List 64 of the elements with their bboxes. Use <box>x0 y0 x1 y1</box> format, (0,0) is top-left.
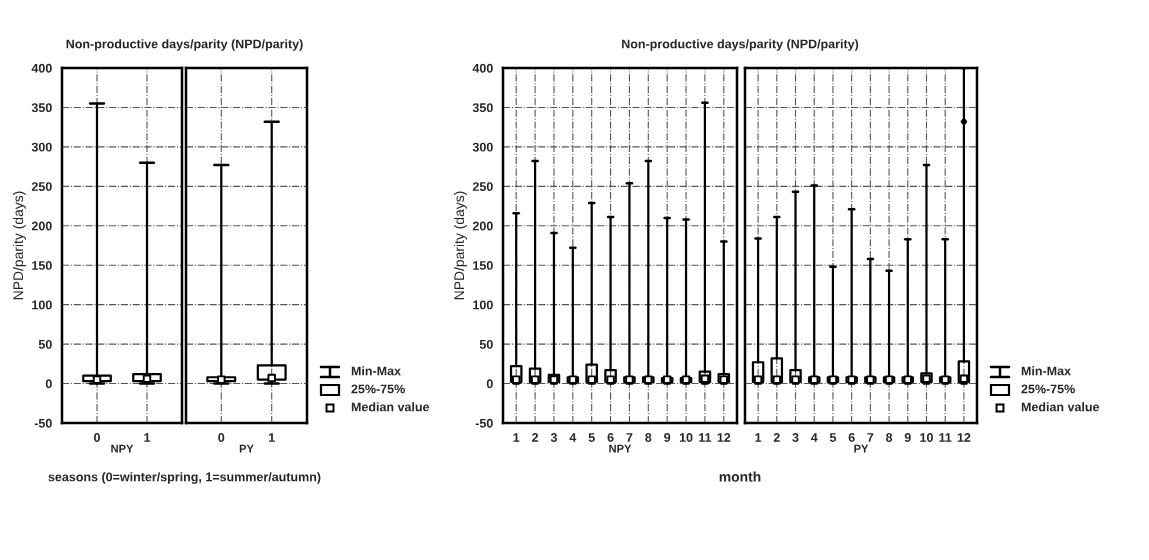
text: month <box>719 471 761 482</box>
x-tick-label: 1 <box>269 433 275 442</box>
x-tick-label: 5 <box>829 433 837 442</box>
x-tick-label: 0 <box>94 433 100 442</box>
y-tick-label: 150 <box>32 261 52 270</box>
x-axis-title: NPY <box>111 444 134 453</box>
y-tick-label: 400 <box>31 63 52 73</box>
x-axis-title: NPY <box>609 444 632 453</box>
y-tick-label: 300 <box>31 142 52 152</box>
x-tick-label: 8 <box>645 433 652 442</box>
y-tick-label: 50 <box>479 339 493 349</box>
y-tick-label: 50 <box>38 339 52 349</box>
x-tick-label: 3 <box>550 433 557 442</box>
y-tick-label: 100 <box>32 300 52 310</box>
x-tick-label: 12 <box>717 433 731 442</box>
text: seasons (0=winter/spring, 1=summer/autumn) <box>48 472 321 484</box>
y-tick-label: 350 <box>472 103 493 113</box>
x-tick-label: 11 <box>699 433 712 442</box>
x-tick-label: 3 <box>792 433 799 442</box>
y-tick-label: 0 <box>486 379 493 389</box>
x-tick-label: 9 <box>664 433 671 442</box>
y-axis-title: NPD/parity (days) <box>12 191 26 300</box>
x-tick-label: 2 <box>773 433 780 442</box>
y-tick-label: 200 <box>31 221 52 231</box>
y-tick-label: -50 <box>475 418 493 428</box>
x-tick-label: 1 <box>513 433 520 442</box>
y-tick-label: 250 <box>472 182 493 191</box>
chart-title: Non-productive days/parity (NPD/parity) <box>66 39 303 51</box>
y-axis-title: NPD/parity (days) <box>453 191 467 300</box>
x-tick-label: 5 <box>588 433 595 442</box>
x-tick-label: 7 <box>867 433 874 442</box>
x-tick-label: 10 <box>679 433 693 442</box>
x-tick-label: 12 <box>957 433 971 442</box>
text: 25%-75% <box>1021 384 1075 394</box>
x-tick-label: 1 <box>755 433 762 442</box>
chart-title: Non-productive days/parity (NPD/parity) <box>622 39 859 51</box>
y-tick-label: 300 <box>472 142 493 152</box>
x-tick-label: 2 <box>532 433 539 442</box>
x-axis-title: PY <box>239 444 254 453</box>
x-tick-label: 1 <box>144 433 151 442</box>
y-tick-label: 100 <box>473 300 493 310</box>
x-tick-label: 10 <box>920 433 933 442</box>
y-tick-label: 250 <box>31 182 52 191</box>
y-tick-label: 200 <box>472 221 493 231</box>
x-axis-title: PY <box>854 444 869 453</box>
x-tick-label: 0 <box>218 433 225 442</box>
y-tick-label: 150 <box>473 261 493 270</box>
x-tick-label: 6 <box>848 433 855 442</box>
y-tick-label: 400 <box>472 63 493 73</box>
text: 25%-75% <box>351 384 405 394</box>
text: Min-Max <box>351 366 401 376</box>
x-tick-label: 6 <box>607 433 614 442</box>
text: Median value <box>351 402 430 412</box>
x-tick-label: 8 <box>885 433 893 442</box>
x-tick-label: 9 <box>904 433 911 442</box>
x-tick-label: 7 <box>626 433 633 442</box>
x-tick-label: 4 <box>569 433 577 442</box>
y-tick-label: 350 <box>31 103 52 113</box>
x-tick-label: 11 <box>939 433 952 442</box>
text: Min-Max <box>1021 366 1071 376</box>
text: Median value <box>1021 402 1100 412</box>
x-tick-label: 4 <box>810 433 818 442</box>
y-tick-label: 0 <box>45 379 52 389</box>
y-tick-label: -50 <box>34 418 52 428</box>
